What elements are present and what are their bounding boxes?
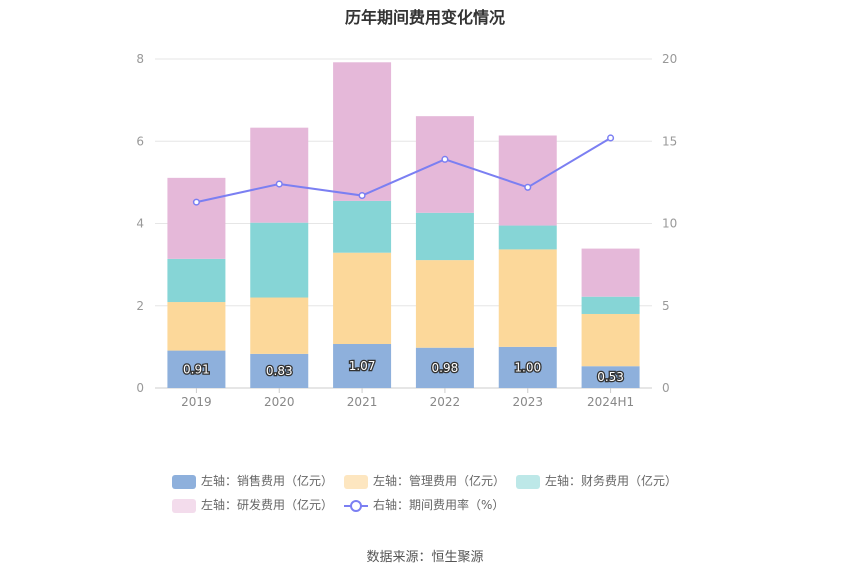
data-label: 1.07 (349, 359, 376, 373)
legend-item-rate[interactable]: 右轴：期间费用率（%） (344, 496, 504, 514)
legend-label-sales: 左轴：销售费用（亿元） (201, 474, 334, 488)
data-label: 1.00 (514, 360, 541, 374)
legend-label-rd: 左轴：研发费用（亿元） (201, 498, 334, 512)
bar-finance (250, 222, 309, 298)
legend-label-admin: 左轴：管理费用（亿元） (373, 474, 506, 488)
legend-swatch-finance (516, 474, 540, 489)
y-left-tick-label: 2 (136, 299, 144, 313)
data-label: 0.53 (597, 370, 624, 384)
point-rate (192, 198, 200, 206)
point-rate (607, 134, 615, 142)
legend-label-finance: 左轴：财务费用（亿元） (545, 474, 678, 488)
bar-sales (498, 346, 557, 388)
legend-swatch-sales (172, 474, 196, 489)
y-left-tick-label: 4 (136, 217, 144, 231)
bar-admin (250, 297, 309, 354)
legend-swatch-rd (172, 498, 196, 513)
point-rate (441, 155, 449, 163)
y-right-tick-label: 0 (662, 381, 670, 395)
bar-rd (415, 116, 474, 213)
x-tick-label: 2022 (430, 395, 461, 409)
y-right-tick-label: 15 (662, 134, 677, 148)
y-left-tick-label: 0 (136, 381, 144, 395)
data-label: 0.83 (266, 364, 293, 378)
y-left-tick-label: 6 (136, 134, 144, 148)
x-tick-label: 2021 (347, 395, 378, 409)
legend-item-sales[interactable]: 左轴：销售费用（亿元） (172, 472, 333, 490)
bar-rd (581, 248, 640, 297)
bar-sales (167, 350, 226, 388)
chart-title: 历年期间费用变化情况 (344, 8, 505, 27)
data-label: 0.91 (183, 362, 210, 376)
bar-admin (415, 260, 474, 348)
point-rate (275, 180, 283, 188)
point-rate (358, 191, 366, 200)
bar-rd (333, 62, 392, 201)
bar-rd (167, 177, 226, 259)
bar-finance (581, 296, 640, 314)
bar-sales (581, 366, 640, 388)
y-right-tick-label: 5 (662, 299, 670, 313)
y-left-tick-label: 8 (136, 52, 144, 66)
y-right-tick-label: 10 (662, 217, 677, 231)
legend-item-finance[interactable]: 左轴：财务费用（亿元） (516, 472, 677, 490)
bar-finance (498, 225, 557, 250)
x-tick-label: 2020 (264, 395, 295, 409)
bar-sales (333, 343, 392, 388)
bar-admin (498, 249, 557, 347)
x-tick-label: 2023 (512, 395, 543, 409)
line-rate (196, 137, 612, 204)
y-right-tick-label: 20 (662, 52, 677, 66)
x-tick-label: 2019 (181, 395, 212, 409)
legend-item-admin[interactable]: 左轴：管理费用（亿元） (344, 472, 505, 490)
expense-chart: 0 2 4 6 8 0 5 10 15 20 2019 2020 2021 2022 2023 2024H1 0… (136, 52, 677, 409)
bar-finance (333, 200, 392, 253)
bar-rd (250, 127, 309, 223)
bar-finance (167, 258, 226, 303)
bar-admin (581, 313, 640, 367)
x-tick-label: 2024H1 (587, 395, 634, 409)
bar-admin (333, 252, 392, 344)
bar-sales (250, 353, 309, 388)
legend-swatch-admin (344, 474, 368, 489)
bar-finance (415, 212, 474, 261)
legend-swatch-rate (344, 499, 368, 513)
point-rate (524, 183, 532, 191)
data-label: 0.98 (432, 361, 459, 375)
bar-admin (167, 302, 226, 351)
data-source: 数据来源：恒生聚源 (366, 550, 484, 565)
legend-item-rd[interactable]: 左轴：研发费用（亿元） (172, 496, 333, 514)
legend-label-rate: 右轴：期间费用率（%） (373, 498, 505, 512)
bar-sales (415, 347, 474, 388)
